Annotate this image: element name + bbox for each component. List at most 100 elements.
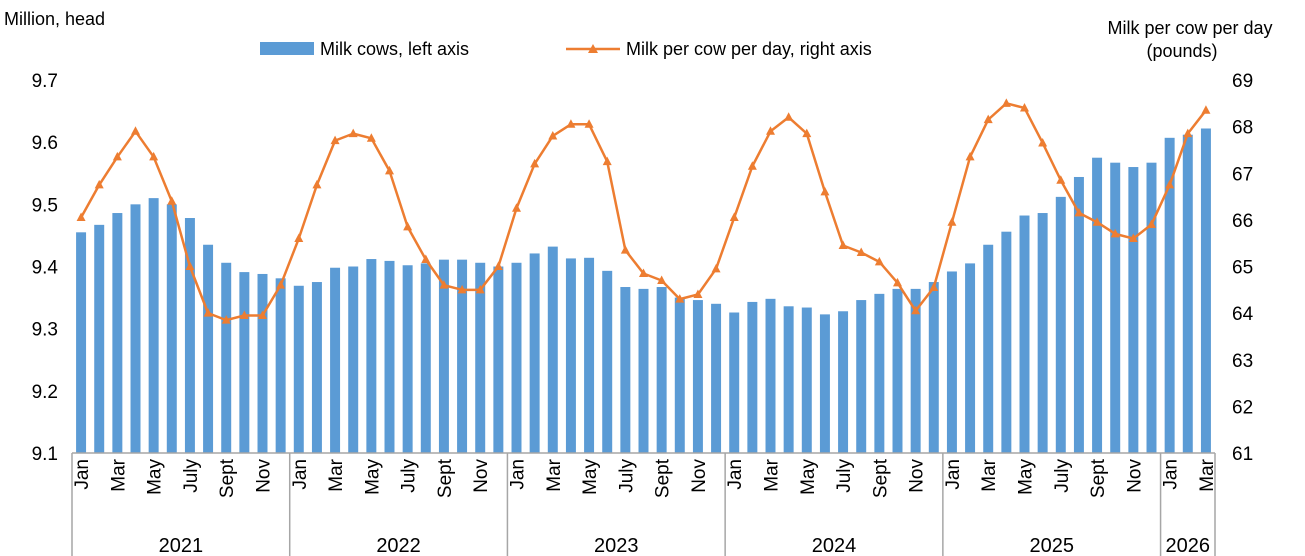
line-point-marker	[312, 179, 322, 189]
month-tick-label: Jan	[290, 459, 311, 490]
line-point-marker	[1074, 207, 1084, 217]
month-tick-label: Nov	[254, 459, 275, 493]
line-point-marker	[493, 261, 503, 270]
bar-milk-cows	[783, 306, 794, 453]
line-point-marker	[820, 186, 830, 196]
line-point-marker	[294, 233, 304, 243]
left-tick-label: 9.3	[32, 320, 58, 341]
bar-milk-cows	[656, 287, 667, 453]
bar-milk-cows	[311, 282, 322, 453]
line-point-marker	[639, 268, 648, 277]
month-tick-label: Sept	[217, 458, 238, 498]
bar-milk-cows	[1200, 128, 1211, 454]
bar-milk-cows	[293, 285, 304, 453]
line-point-marker	[784, 112, 794, 121]
month-tick-label: Jan	[943, 459, 964, 490]
line-point-marker	[584, 119, 594, 128]
line-point-marker	[874, 256, 884, 266]
bar-milk-cows	[438, 259, 449, 453]
line-point-marker	[965, 151, 975, 161]
month-tick-label: Nov	[689, 459, 710, 493]
month-tick-label: May	[145, 459, 166, 495]
bar-milk-cows	[493, 266, 504, 453]
line-point-marker	[983, 114, 993, 124]
bar-milk-cows	[511, 262, 522, 453]
line-point-marker	[258, 310, 267, 319]
bar-milk-cows	[475, 262, 486, 453]
line-point-marker	[475, 284, 485, 294]
bar-milk-cows	[747, 301, 758, 453]
line-point-marker	[530, 158, 540, 168]
bar-milk-cows	[1055, 196, 1066, 453]
line-point-marker	[112, 151, 122, 161]
line-point-marker	[1128, 233, 1138, 243]
month-tick-label: May	[798, 459, 819, 495]
left-axis-ticks: 9.1 9.2 9.3 9.4 9.5 9.6 9.7	[32, 71, 59, 465]
bar-milk-cows	[275, 278, 286, 453]
bar-milk-cows	[819, 314, 830, 453]
bar-milk-cows	[1073, 176, 1084, 454]
bar-milk-cows	[1037, 213, 1048, 453]
bar-milk-cows	[384, 260, 395, 453]
month-tick-label: July	[834, 459, 855, 493]
line-point-marker	[330, 135, 340, 145]
bar-milk-cows	[584, 257, 595, 453]
bar-milk-cows	[946, 271, 957, 453]
line-point-marker	[838, 240, 848, 250]
bar-milk-cows	[892, 288, 903, 453]
bar-milk-cows	[965, 263, 976, 453]
bar-milk-cows	[148, 198, 159, 453]
line-point-marker	[566, 119, 576, 128]
bar-milk-cows	[402, 265, 413, 453]
bar-milk-cows	[638, 288, 649, 453]
line-point-marker	[1092, 217, 1102, 226]
legend: Milk cows, left axis Milk per cow per da…	[260, 39, 872, 59]
line-point-marker	[366, 133, 376, 142]
year-label: 2024	[812, 535, 857, 556]
line-point-marker	[203, 308, 213, 317]
line-point-marker	[1056, 175, 1066, 184]
left-tick-label: 9.4	[32, 258, 59, 279]
bar-milk-cows	[203, 244, 214, 453]
bar-milk-cows	[602, 270, 613, 453]
line-point-marker	[1147, 219, 1156, 229]
bar-milk-cows	[547, 246, 558, 453]
line-milk-per-cow	[79, 102, 1207, 322]
line-point-marker	[403, 221, 413, 231]
right-tick-label: 63	[1232, 351, 1253, 372]
bar-milk-cows	[838, 311, 849, 453]
line-point-marker	[675, 294, 685, 303]
bar-milk-cows	[729, 312, 740, 453]
month-tick-label: Nov	[907, 459, 928, 493]
bar-milk-cows	[130, 204, 141, 453]
line-point-marker	[929, 282, 939, 291]
line-point-marker	[239, 310, 249, 319]
bar-milk-cows	[184, 218, 195, 453]
x-axis: Jan Mar May July Sept Nov 2021 Jan Mar May July Sep…	[71, 452, 1218, 556]
line-point-marker	[620, 245, 630, 254]
month-tick-label: Mar	[1197, 458, 1218, 491]
line-point-marker	[911, 305, 921, 315]
line-point-marker	[729, 212, 739, 222]
right-tick-label: 69	[1232, 71, 1253, 92]
line-point-marker	[802, 128, 812, 138]
bar-milk-cows	[1019, 215, 1030, 453]
right-tick-label: 64	[1232, 304, 1254, 325]
month-tick-label: July	[1052, 459, 1073, 493]
bar-milk-cows	[166, 204, 177, 453]
line-point-marker	[766, 126, 775, 135]
left-tick-label: 9.5	[32, 195, 58, 216]
line-point-marker	[1020, 102, 1029, 112]
month-tick-label: Mar	[762, 458, 783, 491]
month-tick-label: Mar	[544, 458, 565, 491]
line-point-marker	[711, 263, 721, 273]
bar-milk-cows	[76, 232, 87, 453]
line-point-marker	[439, 280, 449, 289]
month-tick-label: Jan	[1161, 459, 1182, 490]
left-tick-label: 9.1	[32, 444, 58, 465]
bar-milk-cows	[874, 293, 885, 453]
line-point-marker	[1110, 228, 1120, 238]
bar-milk-cows	[348, 266, 359, 453]
line-point-marker	[893, 277, 902, 287]
